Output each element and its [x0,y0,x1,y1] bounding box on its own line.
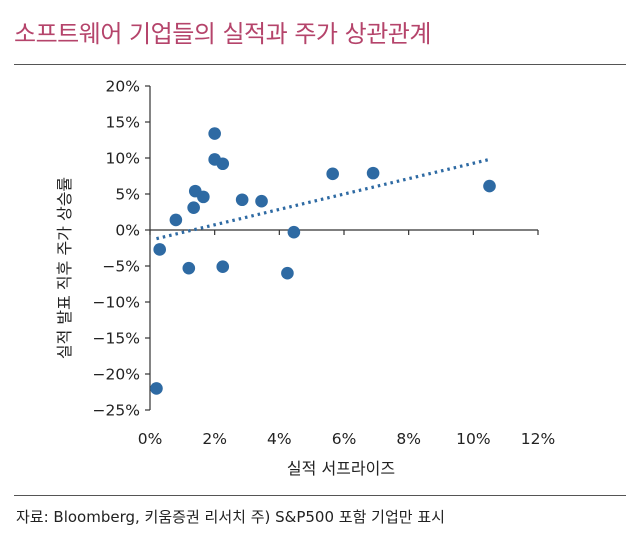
x-axis-label: 실적 서프라이즈 [287,459,395,478]
data-point [483,179,496,193]
data-point [366,166,380,180]
chart-title: 소프트웨어 기업들의 실적과 주가 상관관계 [14,20,431,48]
x-tick-label: 4% [267,430,292,448]
y-tick-label: −20% [93,366,140,384]
data-point [235,193,249,207]
x-tick-label: 12% [521,430,555,448]
y-tick-label: 0% [115,222,140,240]
data-point [150,382,163,395]
y-tick-label: −10% [93,294,140,312]
data-point [216,260,230,274]
data-point [169,213,183,227]
y-tick-label: 20% [106,78,140,96]
y-tick-label: −15% [93,330,140,348]
x-tick-label: 10% [456,430,490,448]
x-tick-label: 8% [396,430,421,448]
data-point [255,194,268,208]
y-tick-label: 5% [115,186,140,204]
title-divider [14,64,626,65]
y-tick-labels: 20% 15% 10% 5% 0% −5% −10% −15% −20% −25% [93,78,140,420]
data-point [326,167,339,181]
data-point [182,261,196,275]
data-point [153,243,166,256]
trendline [156,157,490,241]
data-point [287,225,301,239]
y-tick-label: 10% [106,150,140,168]
source-divider [14,495,626,496]
y-tick-label: −5% [102,258,140,276]
source-note: 자료: Bloomberg, 키움증권 리서치 주) S&P500 포함 기업만… [16,508,445,526]
data-point [216,157,230,171]
trendline-group [156,157,490,241]
data-point [187,201,200,214]
data-point [208,127,221,140]
y-tick-label: −25% [93,402,140,420]
chart-axes [145,85,539,411]
data-points [150,127,496,395]
x-tick-label: 0% [138,430,163,448]
y-axis-label: 실적 발표 직후 주가 상승률 [55,177,74,359]
y-tick-label: 15% [106,114,140,132]
x-tick-label: 6% [332,430,357,448]
data-point [197,190,210,204]
x-tick-label: 2% [202,430,227,448]
data-point [281,266,294,280]
x-tick-labels: 0% 2% 4% 6% 8% 10% 12% [138,430,556,448]
